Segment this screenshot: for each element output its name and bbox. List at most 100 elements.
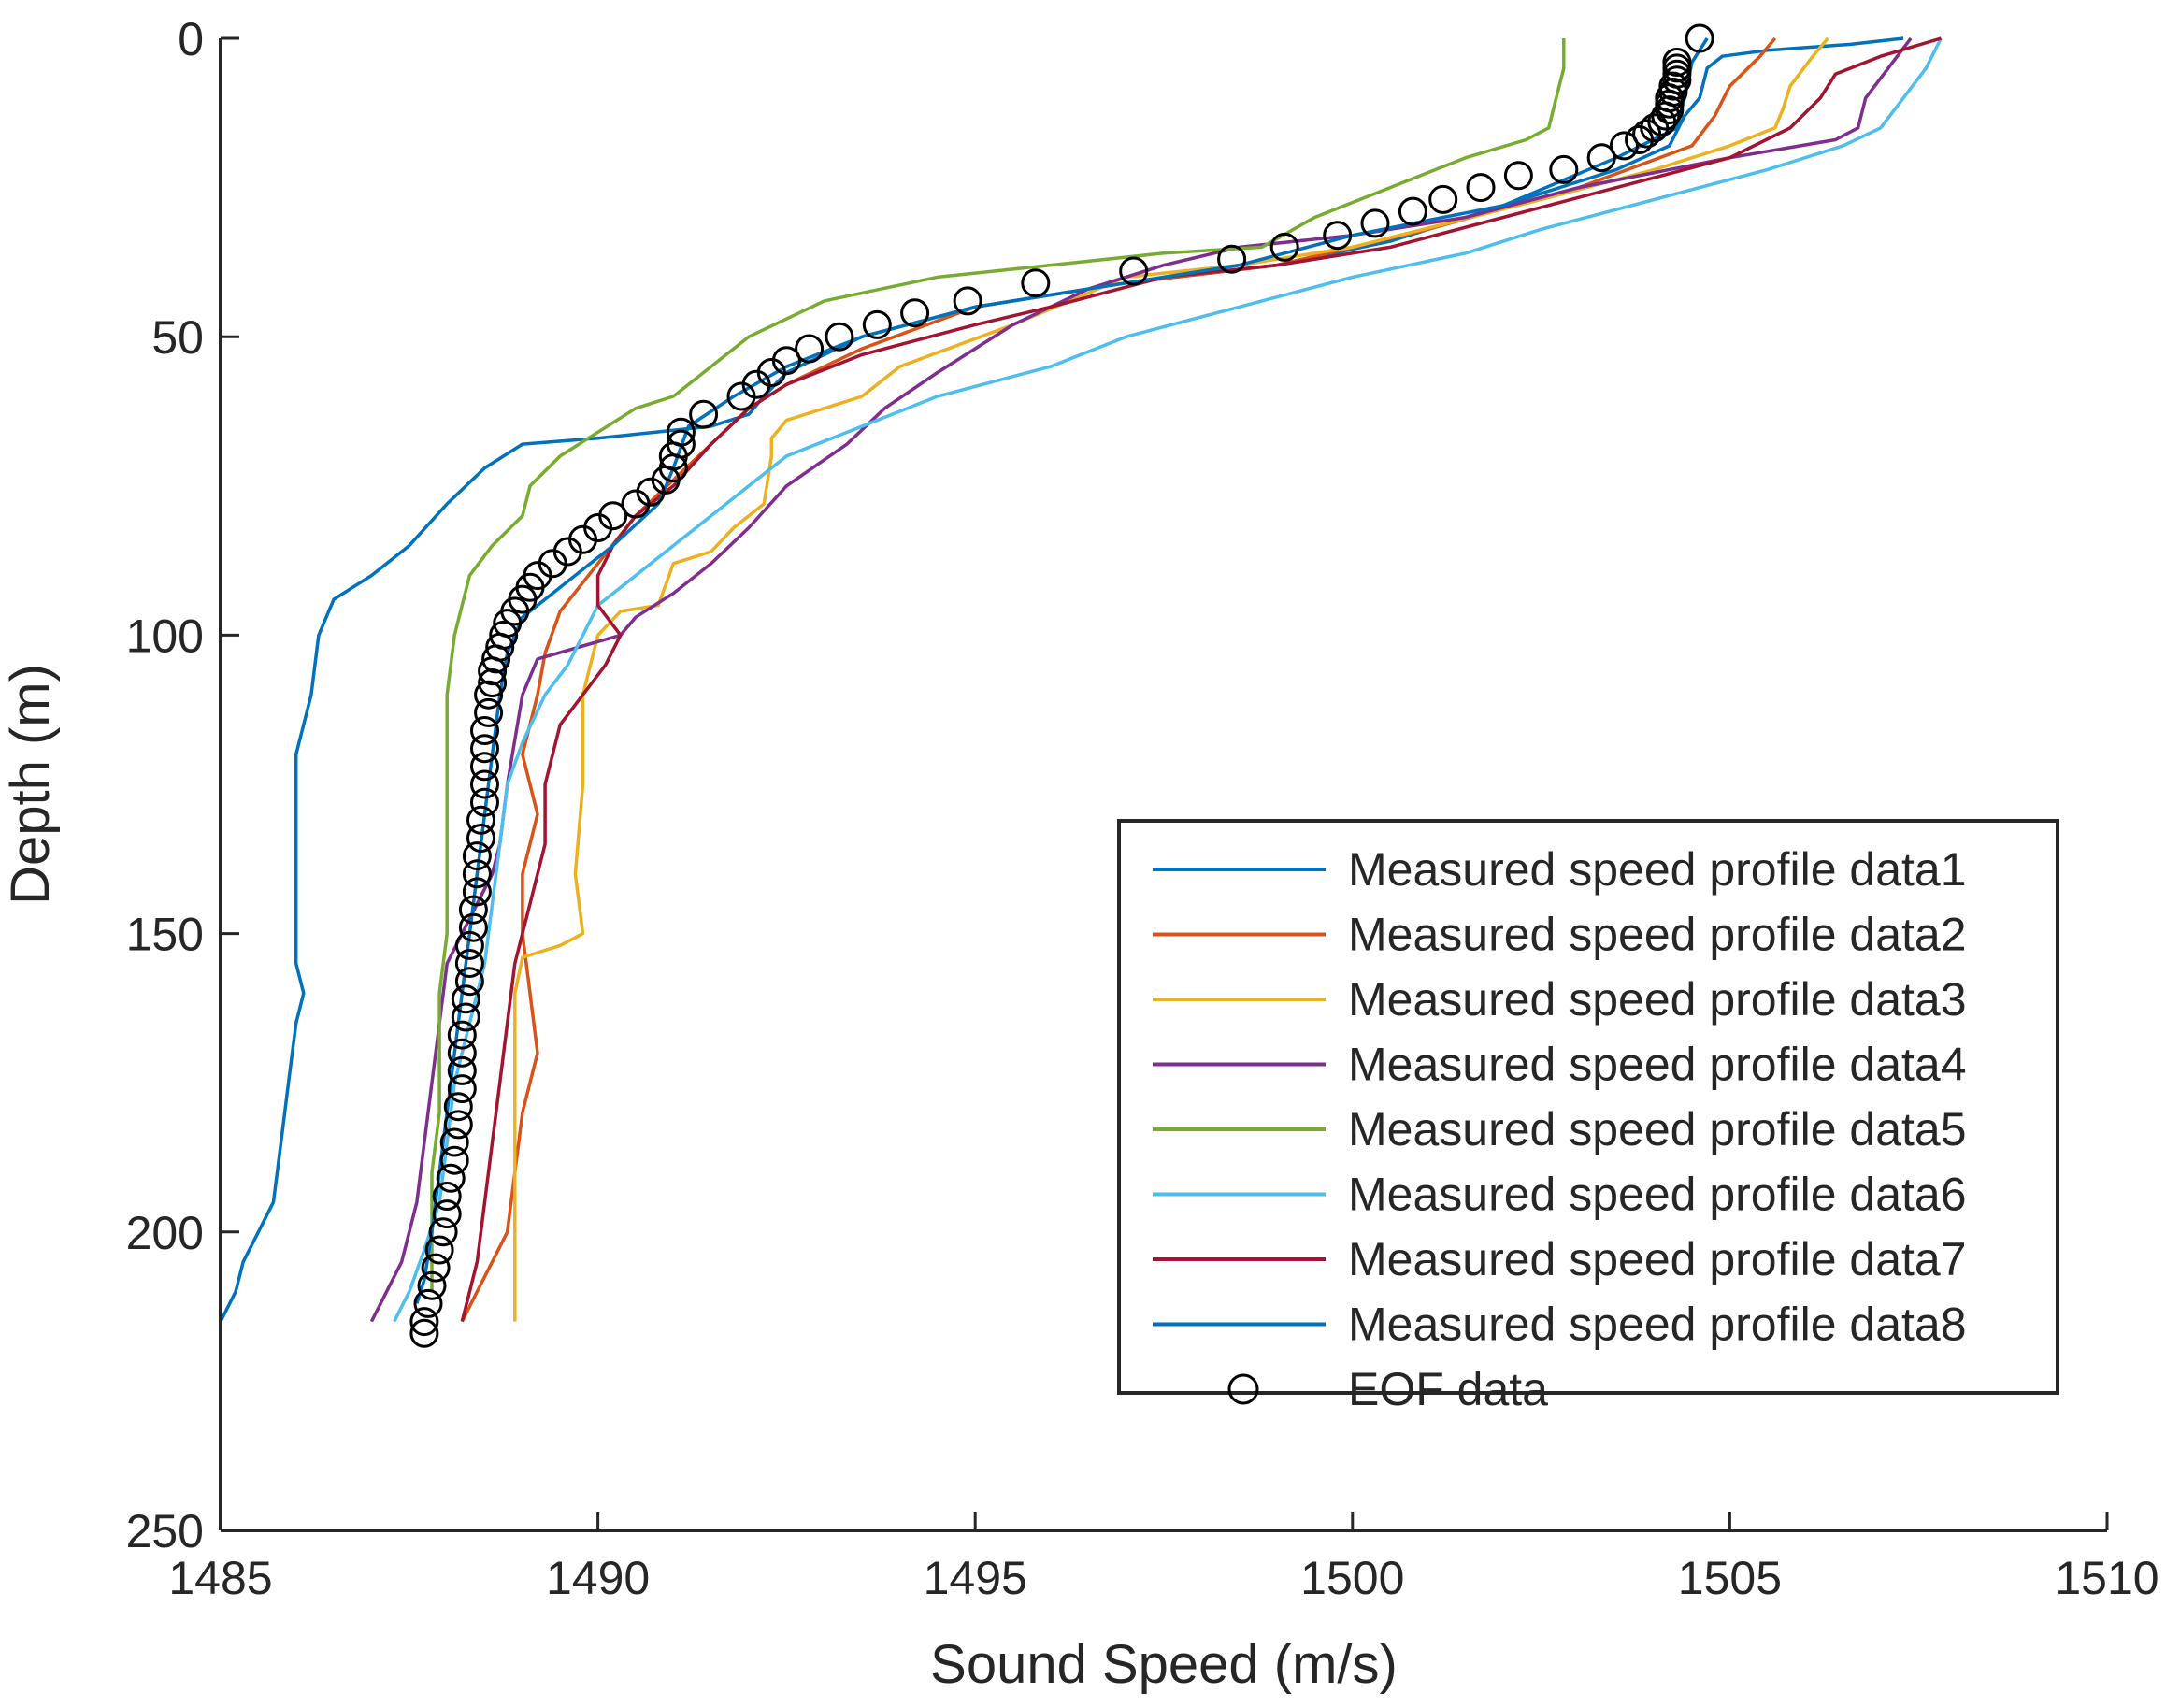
series-line-3 — [513, 36, 1829, 1322]
x-tick-label: 1495 — [924, 1552, 1027, 1604]
eof-marker — [1625, 125, 1654, 154]
eof-marker — [1685, 23, 1714, 53]
eof-marker — [689, 399, 719, 429]
eof-marker — [462, 877, 492, 907]
eof-marker — [1021, 268, 1051, 298]
eof-marker — [953, 286, 982, 316]
plot-area — [219, 23, 1943, 1348]
eof-marker — [621, 489, 651, 519]
legend-label: EOF data — [1348, 1363, 1548, 1415]
eof-marker — [454, 949, 484, 978]
y-tick-label: 100 — [126, 610, 204, 662]
eof-marker — [454, 967, 484, 997]
legend-label: Measured speed profile data7 — [1348, 1233, 1967, 1285]
eof-marker — [436, 1163, 466, 1193]
eof-marker — [478, 668, 508, 697]
eof-marker — [443, 1092, 473, 1122]
eof-marker — [439, 1127, 469, 1157]
eof-marker — [462, 859, 492, 889]
eof-marker — [443, 1110, 473, 1140]
legend-label: Measured speed profile data8 — [1348, 1299, 1967, 1351]
legend-label: Measured speed profile data2 — [1348, 909, 1967, 961]
eof-marker — [413, 1288, 443, 1318]
eof-marker — [458, 912, 488, 942]
series-layer — [219, 36, 1943, 1323]
eof-marker — [428, 1217, 458, 1247]
y-tick-label: 0 — [178, 13, 204, 65]
eof-marker — [478, 656, 508, 686]
eof-marker — [1269, 232, 1299, 262]
x-tick-label: 1510 — [2055, 1552, 2158, 1604]
legend-box — [1117, 819, 2059, 1395]
legend-entry: EOF data — [1227, 1363, 1548, 1415]
eof-marker — [470, 787, 499, 817]
legend-entry: Measured speed profile data8 — [1153, 1299, 1967, 1351]
eof-marker — [454, 930, 484, 960]
eof-marker — [481, 644, 511, 674]
series-line-1 — [219, 36, 1904, 1323]
eof-marker — [409, 1307, 439, 1337]
x-axis-label: Sound Speed (m/s) — [930, 1634, 1398, 1695]
eof-marker — [1323, 221, 1353, 251]
eof-marker — [795, 334, 825, 364]
y-tick-label: 50 — [151, 311, 204, 364]
legend-entry: Measured speed profile data2 — [1153, 909, 1967, 961]
eof-marker — [474, 680, 504, 710]
eof-marker — [1466, 173, 1496, 203]
legend-label: Measured speed profile data6 — [1348, 1169, 1967, 1221]
series-line-5 — [430, 38, 1566, 1292]
legend-items: Measured speed profile data1 Measured spe… — [1153, 843, 1967, 1415]
x-tick-label: 1490 — [546, 1552, 650, 1604]
eof-marker — [474, 697, 504, 727]
eof-marker — [432, 1199, 462, 1229]
eof-marker — [470, 769, 499, 799]
eof-marker — [1549, 154, 1579, 184]
eof-marker — [825, 322, 854, 352]
eof-marker — [1119, 256, 1149, 286]
legend-label: Measured speed profile data4 — [1348, 1039, 1967, 1091]
legend-label: Measured speed profile data1 — [1348, 843, 1967, 896]
eof-marker — [1360, 208, 1390, 238]
eof-marker — [470, 734, 499, 764]
y-axis-label: Depth (m) — [0, 664, 61, 905]
eof-marker — [1503, 161, 1533, 191]
eof-marker — [424, 1235, 454, 1265]
eof-marker — [470, 716, 499, 745]
legend-label: Measured speed profile data3 — [1348, 973, 1967, 1026]
x-tick-label: 1485 — [168, 1552, 272, 1604]
eof-marker — [447, 1020, 477, 1050]
eof-marker — [900, 298, 930, 328]
eof-marker — [421, 1253, 451, 1283]
eof-marker — [862, 309, 892, 339]
eof-marker — [462, 841, 492, 871]
eof-marker — [451, 984, 480, 1014]
axes: 1485 1490 1495 1500 1505 1510 0 50 100 150 200 250 — [126, 13, 2159, 1604]
eof-marker — [1609, 131, 1639, 161]
y-tick-label: 150 — [126, 909, 204, 961]
legend-entry: Measured speed profile data1 — [1153, 843, 1967, 896]
eof-marker — [417, 1270, 447, 1300]
eof-marker — [1398, 196, 1427, 226]
eof-marker — [432, 1182, 462, 1211]
eof-marker-layer — [409, 23, 1714, 1348]
eof-marker — [409, 1318, 439, 1348]
eof-marker — [447, 1055, 477, 1085]
eof-marker — [726, 381, 756, 411]
eof-marker — [458, 895, 488, 925]
legend-entry: Measured speed profile data4 — [1153, 1039, 1967, 1091]
eof-marker — [1586, 143, 1616, 173]
eof-marker — [466, 805, 495, 835]
eof-marker — [447, 1074, 477, 1104]
y-tick-label: 200 — [126, 1207, 204, 1259]
legend-label: Measured speed profile data5 — [1348, 1103, 1967, 1155]
series-line-6 — [393, 37, 1943, 1323]
legend-entry: Measured speed profile data3 — [1153, 973, 1967, 1026]
eof-marker — [1428, 184, 1458, 214]
legend-entry: Measured speed profile data5 — [1153, 1103, 1967, 1155]
legend: Measured speed profile data1 Measured spe… — [1117, 819, 2059, 1415]
eof-marker — [447, 1038, 477, 1068]
legend-entry: Measured speed profile data6 — [1153, 1169, 1967, 1221]
eof-marker — [470, 752, 499, 782]
eof-marker — [1632, 119, 1662, 149]
